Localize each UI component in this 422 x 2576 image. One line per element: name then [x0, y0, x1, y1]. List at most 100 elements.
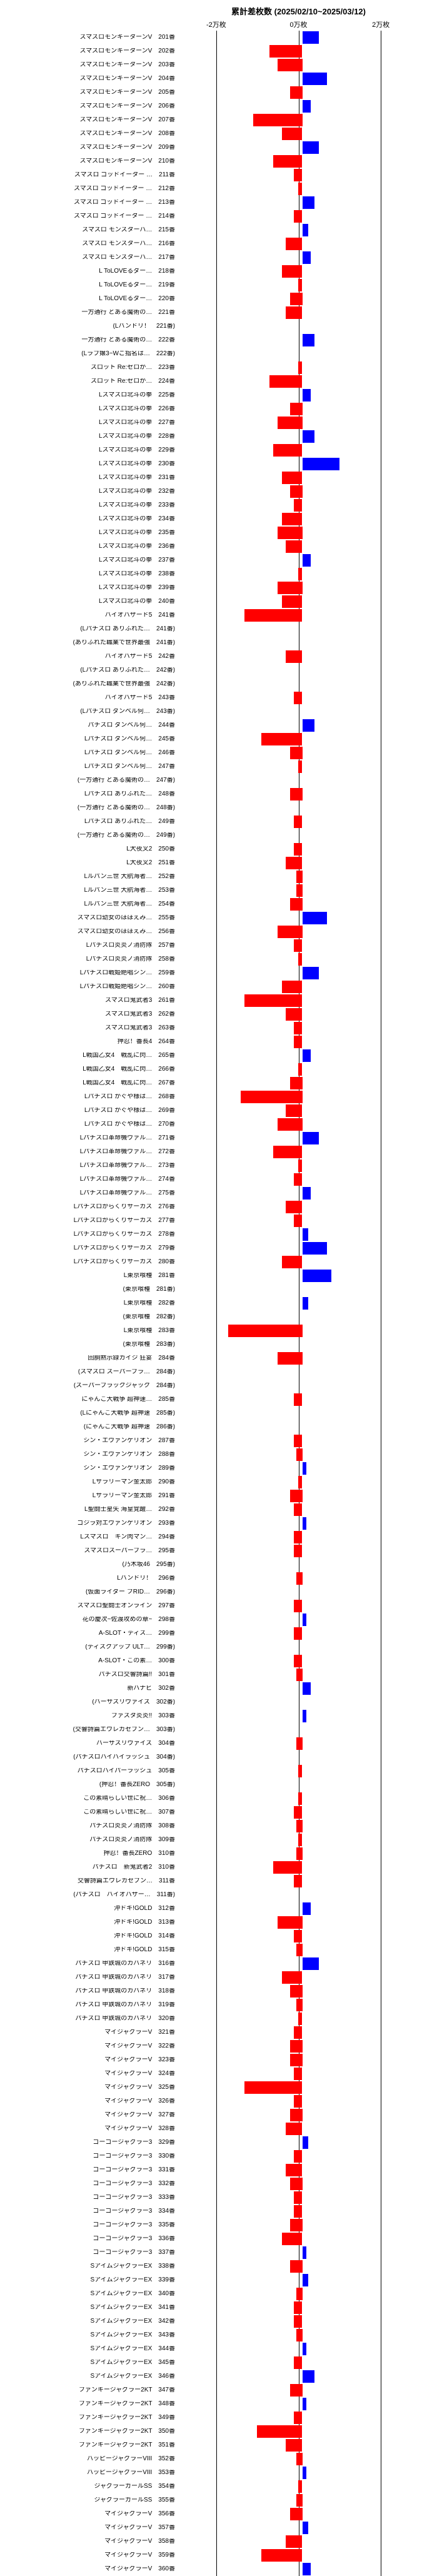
- bar: [294, 1600, 302, 1612]
- bar: [294, 692, 302, 704]
- bar-cell: [179, 2315, 422, 2328]
- bar-cell: [179, 2328, 422, 2342]
- chart-row: スマスロ鬼武者3 261番: [0, 994, 422, 1008]
- bar: [290, 1077, 303, 1089]
- chart-row: SアイムジャグラーEX 339番: [0, 2273, 422, 2287]
- chart-row: (Lバンドリ！ 221番): [0, 320, 422, 333]
- bar-cell: [179, 1462, 422, 1475]
- bar: [303, 967, 319, 979]
- chart-row: ゴーゴージャグラー3 337番: [0, 2246, 422, 2260]
- bar: [290, 2508, 303, 2520]
- bar-cell: [179, 870, 422, 884]
- chart-row: (ありふれた職業で世界最強 242番): [0, 677, 422, 691]
- bar: [278, 59, 303, 71]
- bar: [290, 2040, 303, 2053]
- row-label: Lスマスロ北斗の拳 231番: [0, 475, 179, 481]
- bar-cell: [179, 595, 422, 609]
- row-label: (パチスロハイハイラッシュ 304番): [0, 1754, 179, 1760]
- chart-row: ファンキージャグラー2KT 348番: [0, 2397, 422, 2411]
- chart-row: Lスマスロ北斗の拳 237番: [0, 553, 422, 567]
- bar: [290, 2178, 303, 2190]
- row-label: Lルパン三世 大航海者… 253番: [0, 887, 179, 894]
- chart-row: ジャグラーガールSS 355番: [0, 2493, 422, 2507]
- bar: [290, 293, 303, 305]
- bar-cell: [179, 306, 422, 320]
- bar-cell: [179, 939, 422, 952]
- bar: [303, 2563, 311, 2575]
- row-label: Lパチスロ炎炎ノ消防隊 257番: [0, 942, 179, 949]
- row-label: Lパチスロ戦姫絶唱シン… 260番: [0, 984, 179, 990]
- chart-row: L聖闘士星矢 海皇覚醒… 292番: [0, 1503, 422, 1517]
- row-label: パチスロ交響詩篇!! 301番: [0, 1672, 179, 1678]
- bar: [286, 1201, 302, 1213]
- row-label: SアイムジャグラーEX 340番: [0, 2291, 179, 2297]
- bar: [296, 1944, 303, 1956]
- bar-cell: [179, 1434, 422, 1448]
- chart-row: Lスマスロ北斗の拳 225番: [0, 388, 422, 402]
- chart-row: マイジャグラーV 360番: [0, 2562, 422, 2576]
- chart-row: スマスロモンキーターンV 202番: [0, 44, 422, 58]
- row-label: (仮面ライダー フRID… 296番): [0, 1589, 179, 1595]
- bar-cell: [179, 1324, 422, 1338]
- chart-row: Lスマスロ北斗の拳 231番: [0, 471, 422, 485]
- bar: [278, 926, 303, 938]
- bar-cell: [179, 1241, 422, 1255]
- chart-row: Lバンドリ！ 296番: [0, 1572, 422, 1585]
- bar-cell: [179, 1998, 422, 2012]
- bar-cell: [179, 2026, 422, 2039]
- bar-cell: [179, 1104, 422, 1118]
- bar: [282, 128, 303, 140]
- bar-cell: [179, 2466, 422, 2480]
- bar-cell: [179, 168, 422, 182]
- chart-row: Lパチスロ ありふれた… 249番: [0, 815, 422, 829]
- row-label: L聖闘士星矢 海皇覚醒… 292番: [0, 1507, 179, 1513]
- row-label: 新ハナビ 302番: [0, 1685, 179, 1692]
- bar: [303, 1710, 307, 1722]
- chart-row: SアイムジャグラーEX 344番: [0, 2342, 422, 2356]
- bar-cell: [179, 292, 422, 306]
- chart-row: L ToLOVEるダー… 219番: [0, 278, 422, 292]
- bar: [273, 1861, 302, 1874]
- bar: [244, 994, 302, 1007]
- chart-row: マイジャグラーV 321番: [0, 2026, 422, 2039]
- chart-row: スマスロ ゴッドイーター … 213番: [0, 196, 422, 210]
- bar: [303, 1187, 311, 1200]
- bar: [278, 417, 303, 429]
- row-label: パチスロハイパーラッシュ 305番: [0, 1768, 179, 1774]
- bar: [273, 444, 302, 457]
- row-label: 一方通行 とある魔術の… 222番: [0, 337, 179, 343]
- bar: [294, 1215, 302, 1227]
- row-label: スマスロモンキーターンV 204番: [0, 76, 179, 82]
- bar-cell: [179, 1943, 422, 1957]
- bar: [282, 981, 303, 993]
- bar-cell: [179, 760, 422, 774]
- bar-cell: [179, 2452, 422, 2466]
- chart-row: パチスロハイパーラッシュ 305番: [0, 1764, 422, 1778]
- bar: [257, 2425, 302, 2438]
- chart-row: (一方通行 とある魔術の… 249番): [0, 829, 422, 842]
- row-label: スマスロモンキーターンV 208番: [0, 131, 179, 137]
- bar-cell: [179, 1709, 422, 1723]
- row-label: マイジャグラーV 327番: [0, 2112, 179, 2118]
- row-label: スマスロ幼女のほほえみ… 255番: [0, 915, 179, 921]
- bar: [303, 1957, 319, 1970]
- row-label: Lスマスロ北斗の拳 238番: [0, 571, 179, 577]
- row-label: マイジャグラーV 359番: [0, 2552, 179, 2558]
- bar-cell: [179, 416, 422, 430]
- chart-row: シン・エヴァンゲリオン 288番: [0, 1448, 422, 1462]
- row-label: パチスロ 甲鉄城のカバネリ 318番: [0, 1988, 179, 1994]
- chart-row: ファンキージャグラー2KT 351番: [0, 2438, 422, 2452]
- bar: [278, 1916, 303, 1929]
- row-label: スマスロ幼女のほほえみ… 256番: [0, 929, 179, 935]
- row-label: (一方通行 とある魔術の… 249番): [0, 832, 179, 839]
- bar: [294, 2412, 302, 2424]
- row-label: Lパチスロ かぐや様は… 270番: [0, 1121, 179, 1128]
- row-label: SアイムジャグラーEX 345番: [0, 2360, 179, 2366]
- bar-cell: [179, 1764, 422, 1778]
- chart-row: スマスロモンキーターンV 207番: [0, 113, 422, 127]
- bar: [296, 1448, 303, 1461]
- bar-cell: [179, 1861, 422, 1874]
- bar: [286, 2439, 302, 2452]
- chart-row: 交響詩篇エウレカセブン… 311番: [0, 1874, 422, 1888]
- bar: [294, 1036, 302, 1048]
